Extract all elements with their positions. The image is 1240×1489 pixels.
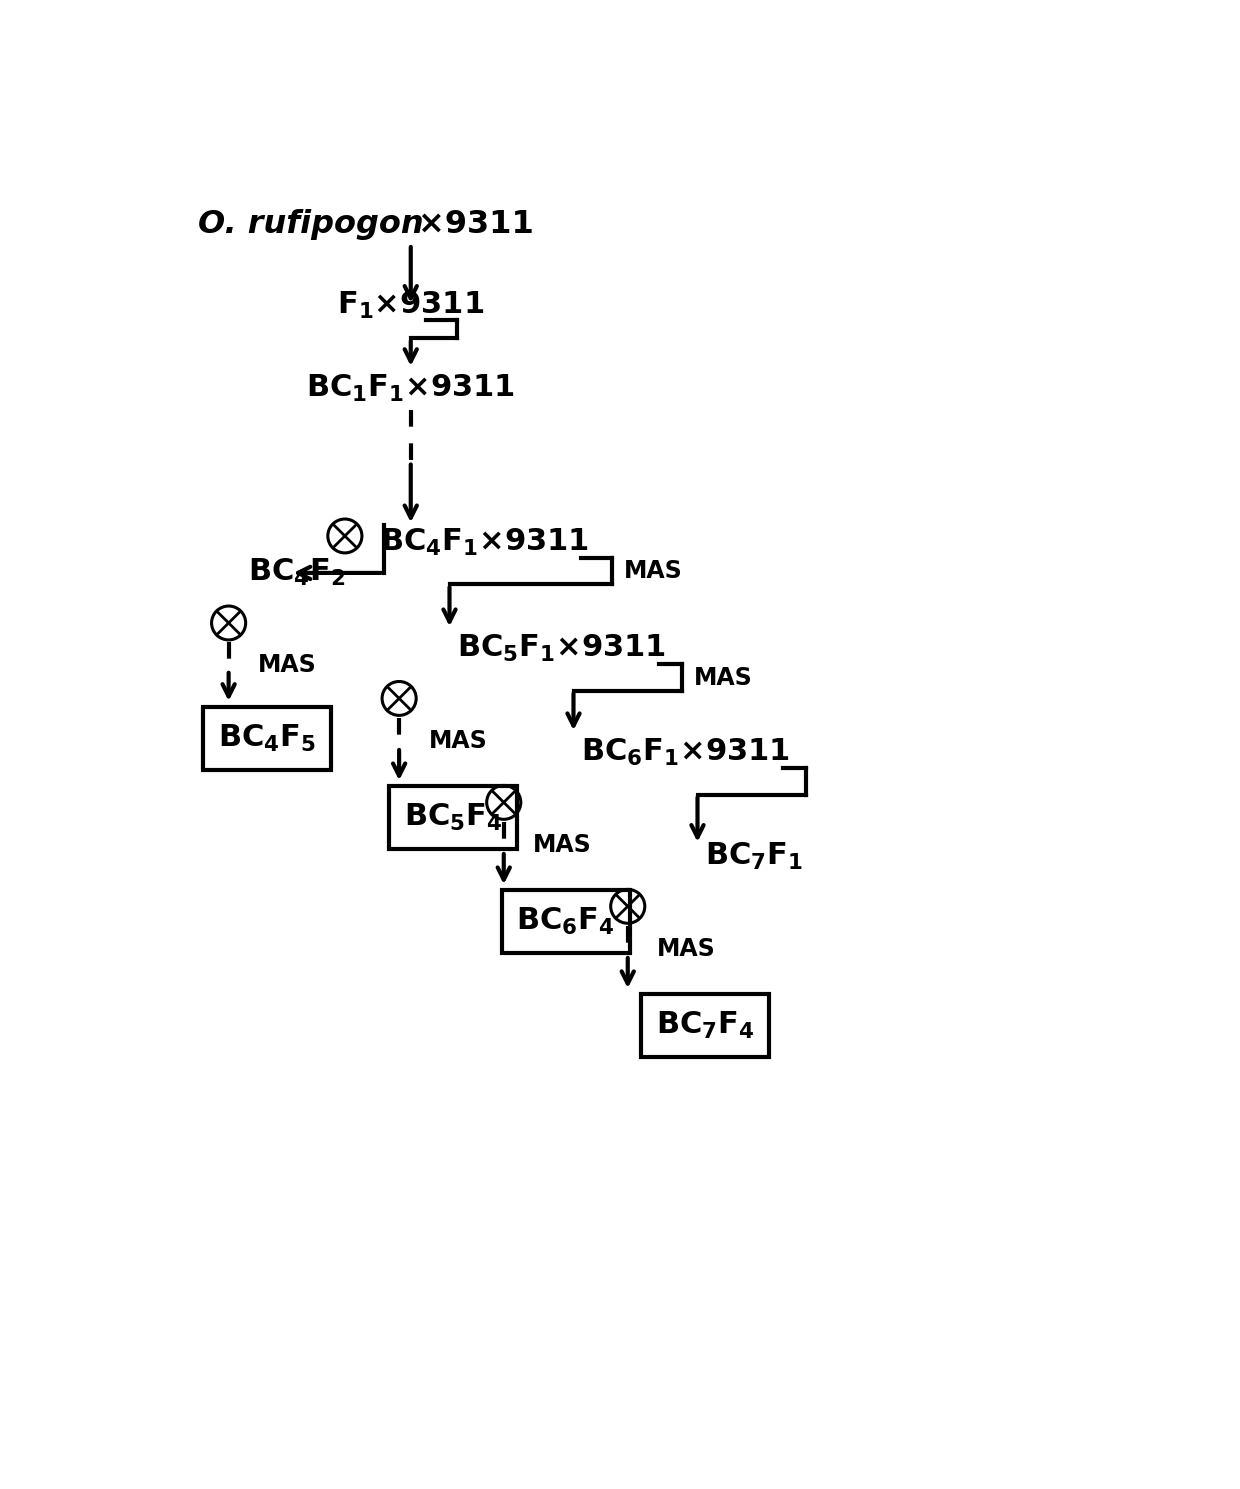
Text: MAS: MAS [429, 728, 487, 753]
Text: $\mathbf{BC_4F_2}$: $\mathbf{BC_4F_2}$ [248, 557, 346, 588]
Text: $\mathbf{BC_7F_1}$: $\mathbf{BC_7F_1}$ [706, 841, 804, 873]
Text: $\mathbf{F_1}$×9311: $\mathbf{F_1}$×9311 [337, 290, 485, 322]
Text: $\mathbf{BC_1F_1}$×9311: $\mathbf{BC_1F_1}$×9311 [306, 372, 515, 404]
Text: MAS: MAS [624, 560, 683, 584]
Bar [641, 995, 769, 1057]
Text: ×9311: ×9311 [419, 210, 534, 240]
Text: $\mathbf{BC_5F_1}$×9311: $\mathbf{BC_5F_1}$×9311 [458, 633, 666, 664]
Text: $\mathbf{BC_4F_5}$: $\mathbf{BC_4F_5}$ [218, 724, 316, 753]
Text: MAS: MAS [657, 937, 715, 960]
Bar [389, 786, 517, 849]
Bar [502, 890, 630, 953]
Text: $\mathbf{BC_5F_4}$: $\mathbf{BC_5F_4}$ [404, 803, 502, 834]
Bar [203, 707, 331, 770]
Text: $\mathbf{BC_7F_4}$: $\mathbf{BC_7F_4}$ [656, 1010, 755, 1041]
Text: MAS: MAS [258, 654, 317, 677]
Text: MAS: MAS [533, 832, 591, 856]
Text: O. rufipogon: O. rufipogon [197, 210, 423, 240]
Text: $\mathbf{BC_4F_1}$×9311: $\mathbf{BC_4F_1}$×9311 [379, 527, 589, 558]
Text: $\mathbf{BC_6F_1}$×9311: $\mathbf{BC_6F_1}$×9311 [582, 737, 790, 768]
Text: MAS: MAS [693, 666, 753, 689]
Text: $\mathbf{BC_6F_4}$: $\mathbf{BC_6F_4}$ [516, 907, 615, 937]
